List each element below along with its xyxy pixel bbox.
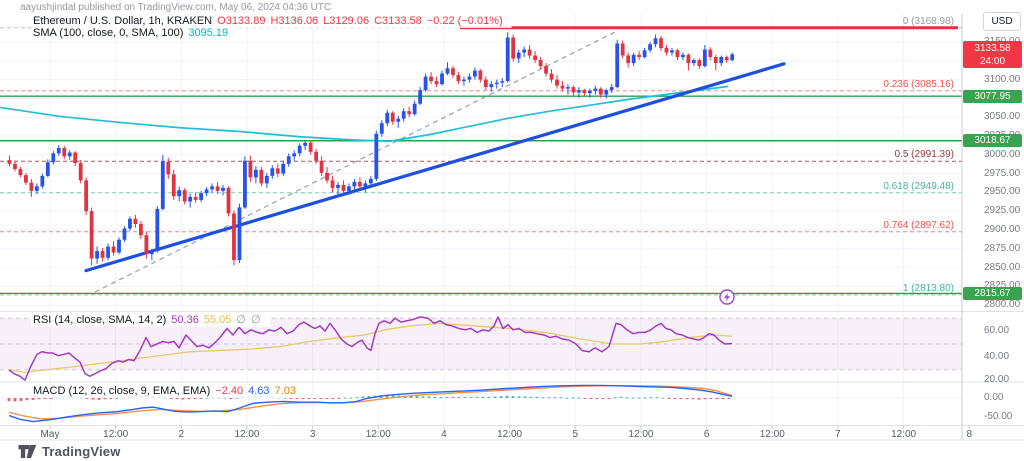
macd-value: 4.63 bbox=[248, 385, 270, 397]
vertical-gridlines bbox=[49, 14, 905, 426]
time-axis-label[interactable]: 12:00 bbox=[234, 429, 260, 440]
fib-level-label: 0.5 (2991.39) bbox=[894, 149, 955, 161]
current-price-badge: 3133.58 24:00 bbox=[963, 41, 1022, 69]
price-axis-label[interactable]: 2925.00 bbox=[984, 205, 1021, 217]
fib-level-label: 0 (3168.98) bbox=[902, 15, 954, 27]
rsi-legend[interactable]: RSI (14, close, SMA, 14, 2) 50.36 55.05 ∅ ∅ bbox=[31, 314, 270, 327]
fib-level-label: 0.618 (2949.48) bbox=[883, 180, 954, 192]
tradingview-wordmark: TradingView bbox=[42, 444, 121, 459]
ohlc-open: O3133.89 bbox=[217, 15, 266, 27]
fib-level-label: 1 (2813.80) bbox=[902, 282, 954, 294]
price-axis-label[interactable]: 2800.00 bbox=[984, 299, 1021, 311]
candles-layer[interactable] bbox=[7, 32, 735, 266]
time-axis-label[interactable]: 7 bbox=[835, 429, 841, 440]
ohlc-high: H3136.06 bbox=[270, 15, 319, 27]
support-price-badge: 3018.67 bbox=[963, 134, 1022, 148]
idea-marker-icon[interactable] bbox=[719, 289, 735, 305]
time-axis-label[interactable]: 2 bbox=[178, 429, 185, 440]
symbol-title: Ethereum / U.S. Dollar, 1h, KRAKEN bbox=[33, 15, 213, 27]
rsi-axis-label[interactable]: 40.00 bbox=[984, 351, 1010, 362]
macd-axis-label[interactable]: 0.00 bbox=[984, 392, 1004, 403]
sma-legend-label: SMA (100, close, 0, SMA, 100) bbox=[33, 27, 184, 39]
support-price-badge: 3077.95 bbox=[963, 89, 1022, 103]
ohlc-close: C3133.58 bbox=[374, 15, 422, 27]
macd-legend[interactable]: MACD (12, 26, close, 9, EMA, EMA) −2.40 4.… bbox=[31, 385, 305, 398]
currency-toggle-button[interactable]: USD bbox=[983, 12, 1021, 31]
rsi-axis-label[interactable]: 20.00 bbox=[984, 374, 1010, 385]
horizontal-gridlines bbox=[0, 41, 962, 306]
time-axis-label[interactable]: 12:00 bbox=[103, 429, 129, 440]
trend-channel-dashed-line[interactable] bbox=[94, 30, 618, 293]
time-axis-label[interactable]: 8 bbox=[966, 429, 973, 440]
time-axis-label[interactable]: May bbox=[40, 429, 60, 440]
time-axis-label[interactable]: 12:00 bbox=[891, 429, 917, 440]
macd-hist-value: −2.40 bbox=[215, 385, 244, 397]
rsi-ma-line[interactable] bbox=[8, 322, 733, 374]
price-axis-label[interactable]: 3000.00 bbox=[984, 148, 1021, 160]
time-axis-label[interactable]: 4 bbox=[441, 429, 447, 440]
price-axis-label[interactable]: 2825.00 bbox=[984, 280, 1021, 292]
price-axis-label[interactable]: 2850.00 bbox=[984, 261, 1021, 273]
bar-close-countdown: 24:00 bbox=[979, 56, 1006, 68]
price-axis-label[interactable]: 3100.00 bbox=[984, 73, 1021, 85]
rsi-legend-label: RSI (14, close, SMA, 14, 2) bbox=[33, 314, 167, 326]
price-axis-label[interactable]: 2975.00 bbox=[984, 167, 1021, 179]
fib-level-label: 0.236 (3085.16) bbox=[883, 78, 954, 90]
rsi-line[interactable] bbox=[8, 316, 733, 381]
macd-legend-label: MACD (12, 26, close, 9, EMA, EMA) bbox=[33, 385, 211, 397]
publish-info: aayushjindal published on TradingView.co… bbox=[20, 2, 332, 13]
rsi-ma-value: 55.05 bbox=[203, 314, 232, 326]
time-axis-label[interactable]: 5 bbox=[572, 429, 579, 440]
ohlc-change: −0.22 (−0.01%) bbox=[426, 15, 503, 27]
support-price-badge: 2815.67 bbox=[963, 286, 1022, 300]
fib-level-label: 0.764 (2897.62) bbox=[883, 219, 954, 231]
footer-brand: TradingView bbox=[18, 444, 121, 459]
rsi-band-lower: ∅ bbox=[250, 314, 261, 326]
support-lines-layer[interactable] bbox=[0, 95, 962, 295]
time-axis-label[interactable]: 12:00 bbox=[628, 429, 654, 440]
tradingview-logo-icon bbox=[18, 445, 37, 458]
rsi-value: 50.36 bbox=[171, 314, 199, 326]
price-axis-label[interactable]: 3050.00 bbox=[984, 111, 1021, 123]
price-axis-label[interactable]: 2900.00 bbox=[984, 224, 1021, 235]
price-axis-label[interactable]: 2875.00 bbox=[984, 242, 1021, 254]
rsi-axis-label[interactable]: 60.00 bbox=[984, 325, 1010, 336]
symbol-legend[interactable]: Ethereum / U.S. Dollar, 1h, KRAKEN O3133.… bbox=[31, 15, 512, 28]
sma-value: 3095.19 bbox=[188, 27, 229, 39]
macd-signal-value: 7.03 bbox=[274, 385, 296, 397]
time-axis-label[interactable]: 12:00 bbox=[497, 429, 523, 440]
current-price-value: 3133.58 bbox=[974, 43, 1011, 55]
sma-legend[interactable]: SMA (100, close, 0, SMA, 100) 3095.19 bbox=[31, 27, 238, 40]
time-axis-label[interactable]: 12:00 bbox=[759, 429, 785, 440]
time-axis-label[interactable]: 6 bbox=[703, 429, 710, 440]
ascending-trendline[interactable] bbox=[84, 62, 786, 273]
macd-axis-label[interactable]: -50.00 bbox=[984, 411, 1013, 422]
macd-line[interactable] bbox=[8, 384, 733, 423]
sma-100-line[interactable] bbox=[0, 85, 729, 143]
time-axis-label[interactable]: 3 bbox=[309, 429, 316, 440]
ohlc-low: L3129.06 bbox=[323, 15, 370, 27]
rsi-band-upper: ∅ bbox=[236, 314, 246, 326]
time-axis-label[interactable]: 12:00 bbox=[365, 429, 391, 440]
price-axis-label[interactable]: 2950.00 bbox=[984, 186, 1021, 198]
